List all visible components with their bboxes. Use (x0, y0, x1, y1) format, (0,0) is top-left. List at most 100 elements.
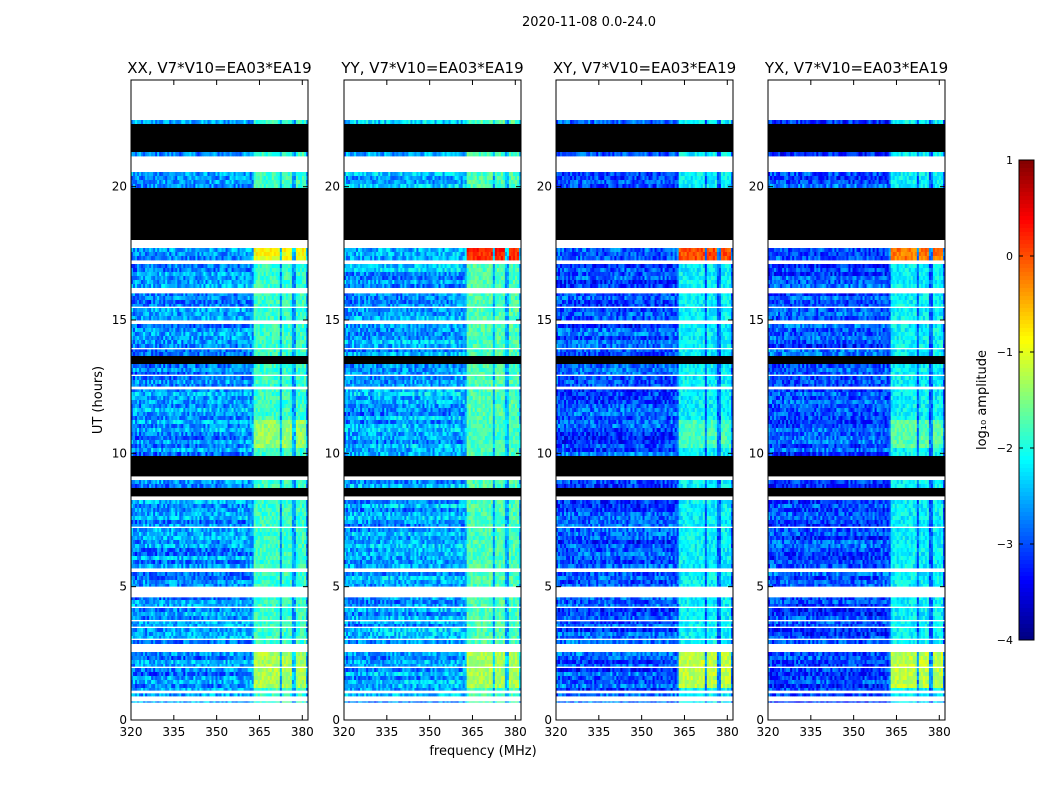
colorbar-frame (1018, 159, 1035, 641)
x-tick-label: 335 (162, 725, 185, 739)
axes-frame (767, 79, 946, 721)
axes-frame (343, 79, 522, 721)
colorbar-swatch (1019, 228, 1034, 233)
colorbar-swatch (1019, 280, 1034, 285)
colorbar-swatch (1019, 344, 1034, 349)
colorbar-swatch (1019, 548, 1034, 553)
panel-xx: XX, V7*V10=EA03*EA19 320 335 350 365 380 0 5 10 1… (112, 59, 314, 739)
panels: XX, V7*V10=EA03*EA19 320 335 350 365 380 0 5 10 1… (112, 59, 951, 739)
colorbar-swatch (1019, 520, 1034, 525)
colorbar-swatch (1019, 168, 1034, 173)
colorbar-swatch (1019, 492, 1034, 497)
colorbar-swatch (1019, 224, 1034, 229)
colorbar-swatch (1019, 244, 1034, 249)
x-tick-label: 350 (205, 725, 228, 739)
colorbar-swatch (1019, 636, 1034, 641)
y-tick-label: 0 (332, 713, 340, 727)
colorbar-swatch (1019, 276, 1034, 281)
colorbar-swatch (1019, 340, 1034, 345)
y-tick-label: 5 (332, 580, 340, 594)
colorbar-swatch (1019, 632, 1034, 637)
colorbar-swatch (1019, 452, 1034, 457)
colorbar-swatch (1019, 592, 1034, 597)
x-tick-label: 335 (799, 725, 822, 739)
colorbar-swatch (1019, 608, 1034, 613)
colorbar-swatch (1019, 580, 1034, 585)
colorbar-tick-label: 1 (1006, 154, 1013, 167)
x-tick-label: 365 (248, 725, 271, 739)
colorbar-tick-label: −3 (997, 538, 1013, 551)
colorbar-swatch (1019, 324, 1034, 329)
y-tick-label: 0 (756, 713, 764, 727)
panel-title: XY, V7*V10=EA03*EA19 (553, 59, 736, 77)
colorbar-swatch (1019, 604, 1034, 609)
colorbar-swatch (1019, 328, 1034, 333)
x-tick-label: 320 (120, 725, 143, 739)
colorbar-swatch (1019, 572, 1034, 577)
x-axis-label: frequency (MHz) (429, 744, 536, 759)
y-tick-label: 0 (544, 713, 552, 727)
colorbar-swatch (1019, 456, 1034, 461)
colorbar-swatch (1019, 208, 1034, 213)
colorbar-swatch (1019, 384, 1034, 389)
colorbar-swatch (1019, 400, 1034, 405)
colorbar-swatch (1019, 460, 1034, 465)
y-tick-label: 5 (544, 580, 552, 594)
y-tick-label: 10 (537, 446, 552, 460)
colorbar-swatch (1019, 316, 1034, 321)
y-tick-label: 20 (749, 180, 764, 194)
colorbar-swatch (1019, 628, 1034, 633)
colorbar-swatch (1019, 408, 1034, 413)
colorbar-tick-label: −4 (997, 634, 1013, 647)
colorbar-swatch (1019, 164, 1034, 169)
figure-suptitle: 2020-11-08 0.0-24.0 (522, 15, 656, 30)
colorbar-swatch (1019, 596, 1034, 601)
colorbar-swatch (1019, 308, 1034, 313)
y-tick-label: 10 (749, 446, 764, 460)
y-tick-label: 5 (756, 580, 764, 594)
colorbar-swatch (1019, 568, 1034, 573)
heatmap-xy (556, 80, 733, 720)
colorbar-swatch (1019, 220, 1034, 225)
x-tick-label: 380 (928, 725, 951, 739)
y-tick-label: 15 (749, 313, 764, 327)
axes-frame (555, 79, 734, 721)
colorbar-tick-label: −2 (997, 442, 1013, 455)
colorbar-swatch (1019, 160, 1034, 165)
colorbar-swatch (1019, 448, 1034, 453)
colorbar-swatch (1019, 352, 1034, 357)
y-tick-label: 15 (537, 313, 552, 327)
colorbar-swatch (1019, 620, 1034, 625)
colorbar-swatch (1019, 532, 1034, 537)
colorbar-swatch (1019, 484, 1034, 489)
colorbar-swatch (1019, 412, 1034, 417)
colorbar-swatch (1019, 204, 1034, 209)
y-tick-label: 20 (537, 180, 552, 194)
panel-title: YY, V7*V10=EA03*EA19 (340, 59, 523, 77)
colorbar-tick-label: 0 (1006, 250, 1013, 263)
colorbar-swatch (1019, 544, 1034, 549)
colorbar-swatch (1019, 624, 1034, 629)
colorbar-swatch (1019, 436, 1034, 441)
colorbar-swatch (1019, 588, 1034, 593)
colorbar-swatch (1019, 320, 1034, 325)
colorbar-swatch (1019, 416, 1034, 421)
colorbar-swatch (1019, 516, 1034, 521)
x-tick-label: 380 (504, 725, 527, 739)
colorbar-swatch (1019, 488, 1034, 493)
colorbar-swatch (1019, 332, 1034, 337)
x-tick-label: 335 (375, 725, 398, 739)
colorbar-swatch (1019, 356, 1034, 361)
y-tick-label: 15 (112, 313, 127, 327)
colorbar-swatch (1019, 260, 1034, 265)
heatmap-yx (768, 80, 945, 720)
colorbar-swatch (1019, 420, 1034, 425)
colorbar-swatch (1019, 524, 1034, 529)
colorbar-swatch (1019, 476, 1034, 481)
colorbar-swatch (1019, 392, 1034, 397)
colorbar-swatch (1019, 232, 1034, 237)
colorbar-swatch (1019, 508, 1034, 513)
colorbar-swatch (1019, 248, 1034, 253)
colorbar-swatch (1019, 424, 1034, 429)
